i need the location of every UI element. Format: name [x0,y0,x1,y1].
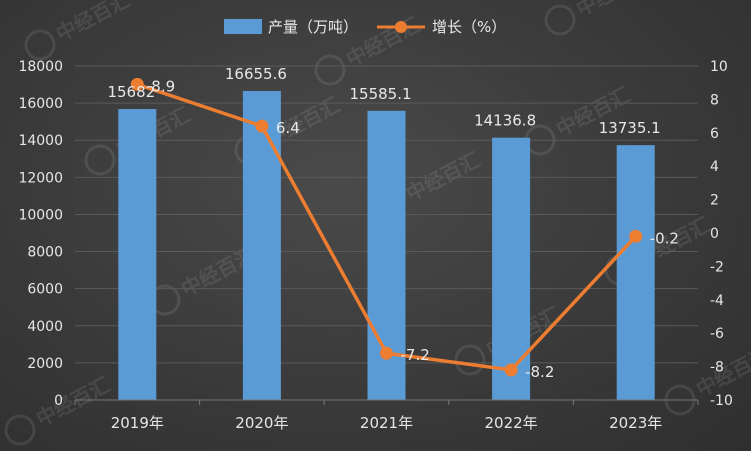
legend-bar-swatch [224,19,262,34]
x-tick-label: 2020年 [235,414,288,432]
legend-bar-label: 产量（万吨） [268,18,358,36]
y-right-tick-label: -6 [710,326,724,342]
y-right-tick-label: 6 [710,126,719,142]
y-left-tick-label: 8000 [27,245,63,261]
y-left-tick-label: 6000 [27,282,63,298]
svg-text:中经百汇: 中经百汇 [402,147,484,206]
y-right-tick-label: 10 [710,59,728,75]
watermark: 中经百汇 [664,342,751,416]
y-left-tick-label: 18000 [18,59,63,75]
y-right-tick-label: -8 [710,360,724,376]
legend-line-marker [395,21,407,33]
line-point [255,119,269,133]
y-right-tick-label: -10 [710,393,733,409]
svg-text:中经百汇: 中经百汇 [32,372,114,431]
line-point [380,346,393,360]
y-left-tick-label: 4000 [27,319,63,335]
line-value-label: 6.4 [276,119,300,137]
line-value-label: -8.2 [525,363,554,381]
line-series [130,77,643,377]
bar-value-label: 13735.1 [599,119,661,137]
bar-value-label: 15682 [107,83,155,101]
bar-value-label: 15585.1 [349,85,411,103]
line-point [629,229,643,243]
y-right-tick-label: -4 [710,293,724,309]
y-left-tick-label: 0 [54,393,63,409]
bar [492,137,531,400]
watermark: 中经百汇 [4,372,114,446]
legend-line-label: 增长（%） [432,18,506,36]
bar-value-label: 14136.8 [474,112,536,130]
watermark: 中经百汇 [544,0,654,36]
y-right-tick-label: 8 [710,92,719,108]
y-left-tick-label: 16000 [18,96,63,112]
line-point [130,77,144,91]
bar [616,145,655,400]
line-value-label: -0.2 [650,229,679,247]
line-value-label: 8.9 [151,77,175,95]
line-point [504,363,518,377]
x-tick-label: 2023年 [609,414,662,432]
x-tick-label: 2019年 [111,414,164,432]
y-left-tick-label: 10000 [18,207,63,223]
bar [242,90,281,400]
y-left-tick-label: 14000 [18,133,63,149]
y-right-tick-label: 0 [710,226,719,242]
watermark: 中经百汇 [149,242,259,316]
legend: 产量（万吨） 增长（%） [224,18,506,36]
svg-text:中经百汇: 中经百汇 [52,0,134,46]
axes: 0 2000 4000 6000 8000 10000 12000 14000 16000 180… [18,59,732,432]
x-tick-label: 2022年 [485,414,538,432]
line-value-label: -7.2 [401,346,430,364]
watermark: 中经百汇 [24,0,134,61]
bar [118,109,157,400]
bar-value-label: 16655.6 [225,65,287,83]
y-left-tick-label: 2000 [27,356,63,372]
y-right-tick-label: 2 [710,193,719,209]
data-labels: 15682 16655.6 15585.1 14136.8 13735.1 8.9 6.4 -… [107,65,679,381]
x-tick-label: 2021年 [360,414,413,432]
y-left-tick-label: 12000 [18,170,63,186]
svg-text:中经百汇: 中经百汇 [572,0,654,21]
y-right-tick-label: 4 [710,159,719,175]
y-right-tick-label: -2 [710,259,724,275]
